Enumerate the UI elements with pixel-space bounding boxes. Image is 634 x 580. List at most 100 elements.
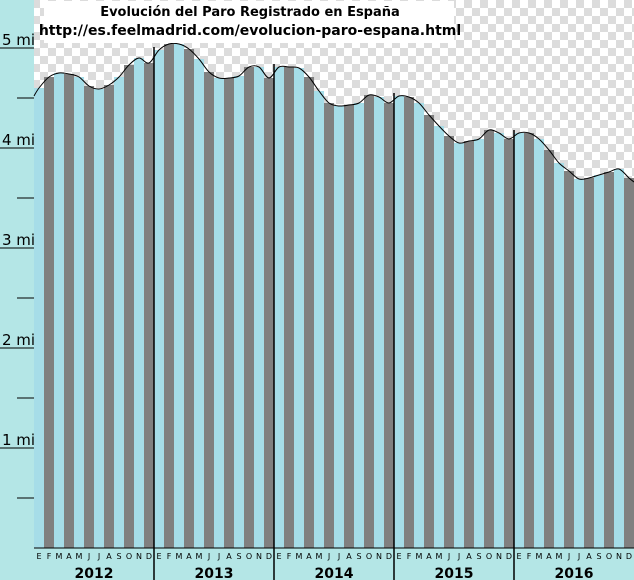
month-label: J	[447, 552, 450, 561]
month-label: D	[146, 552, 152, 561]
month-label: S	[236, 552, 241, 561]
bar	[114, 77, 125, 548]
month-label: A	[186, 552, 192, 561]
bar	[34, 88, 45, 548]
bar	[214, 78, 225, 548]
month-label: O	[606, 552, 612, 561]
month-label: A	[106, 552, 112, 561]
bar	[164, 44, 175, 548]
bar	[304, 77, 315, 548]
month-label: M	[316, 552, 323, 561]
bar	[484, 130, 495, 548]
month-label: N	[496, 552, 502, 561]
bar	[274, 67, 285, 548]
month-label: D	[506, 552, 512, 561]
month-label: E	[276, 552, 281, 561]
month-label: F	[287, 552, 292, 561]
month-label: S	[356, 552, 361, 561]
year-label: 2012	[75, 566, 114, 580]
bar	[194, 59, 205, 548]
month-label: J	[217, 552, 220, 561]
chart-title: Evolución del Paro Registrado en España	[100, 5, 400, 20]
bar	[294, 68, 305, 548]
bar	[354, 103, 365, 548]
bar	[74, 77, 85, 548]
bar	[464, 141, 475, 548]
month-label: M	[76, 552, 83, 561]
year-label: 2014	[315, 566, 354, 580]
bar	[394, 96, 405, 548]
month-label: F	[47, 552, 52, 561]
month-label: S	[596, 552, 601, 561]
year-label: 2015	[435, 566, 474, 580]
bar	[404, 97, 415, 548]
month-label: J	[337, 552, 340, 561]
month-label: J	[567, 552, 570, 561]
bar	[224, 78, 235, 548]
bar	[264, 78, 275, 548]
y-tick-label: 5 mi	[2, 31, 35, 49]
month-label: J	[577, 552, 580, 561]
month-label: M	[176, 552, 183, 561]
bar	[364, 95, 375, 548]
bar	[84, 86, 95, 548]
month-label: M	[196, 552, 203, 561]
month-label: M	[296, 552, 303, 561]
bar	[44, 77, 55, 548]
bar	[374, 97, 385, 548]
month-label: A	[586, 552, 592, 561]
month-label: N	[376, 552, 382, 561]
month-label: N	[616, 552, 622, 561]
bar	[154, 50, 165, 548]
month-label: D	[386, 552, 392, 561]
month-label: M	[556, 552, 563, 561]
month-label: A	[426, 552, 432, 561]
bar	[54, 73, 65, 548]
month-label: E	[156, 552, 161, 561]
y-tick-label: 1 mi	[2, 431, 35, 449]
y-tick-label: 2 mi	[2, 331, 35, 349]
bar	[504, 139, 515, 548]
month-label: M	[536, 552, 543, 561]
month-label: J	[457, 552, 460, 561]
month-label: A	[226, 552, 232, 561]
bar	[584, 178, 595, 548]
bar	[384, 103, 395, 548]
bar	[64, 74, 75, 548]
month-label: J	[207, 552, 210, 561]
month-label: A	[346, 552, 352, 561]
bar	[94, 89, 105, 548]
bar	[544, 150, 555, 548]
month-label: M	[56, 552, 63, 561]
month-label: S	[476, 552, 481, 561]
bar	[334, 106, 345, 548]
month-label: M	[436, 552, 443, 561]
month-label: F	[527, 552, 532, 561]
month-label: O	[366, 552, 372, 561]
bar	[534, 139, 545, 548]
bar	[474, 139, 485, 548]
bar	[564, 171, 575, 548]
bar	[424, 115, 435, 548]
title-box	[44, 1, 454, 43]
month-label: A	[306, 552, 312, 561]
month-label: O	[486, 552, 492, 561]
month-label: J	[327, 552, 330, 561]
y-axis: 1 mi 2 mi 3 mi 4 mi 5 mi	[0, 31, 35, 499]
bar	[314, 91, 325, 548]
bar	[414, 103, 425, 548]
bar	[444, 136, 455, 548]
bar	[144, 63, 155, 548]
bar	[184, 49, 195, 548]
month-label: A	[546, 552, 552, 561]
y-tick-label: 4 mi	[2, 131, 35, 149]
bar	[524, 133, 535, 548]
left-margin	[0, 0, 34, 580]
bar	[174, 44, 185, 548]
month-label: D	[266, 552, 272, 561]
bar	[134, 58, 145, 548]
bar	[124, 65, 135, 548]
month-label: J	[87, 552, 90, 561]
bar	[234, 76, 245, 548]
